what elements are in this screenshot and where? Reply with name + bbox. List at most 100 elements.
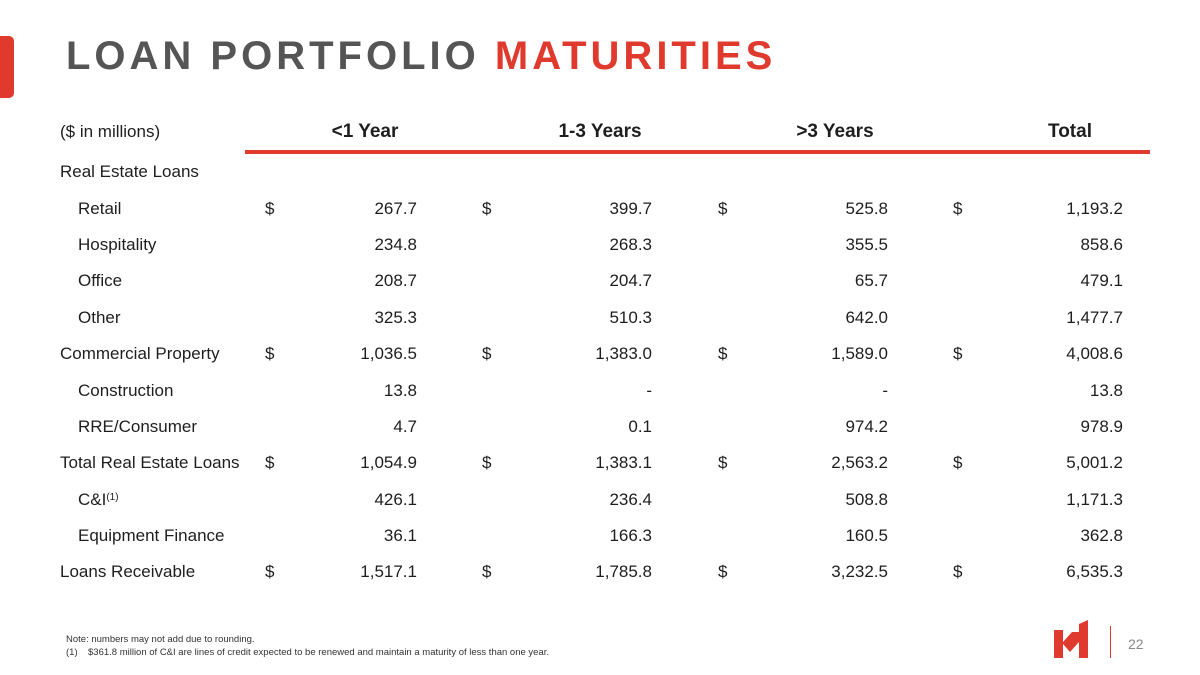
column-header: Total <box>1048 121 1092 142</box>
table-row: Hospitality 234.8 268.3 355.5 858.6 <box>50 227 1150 263</box>
cell-value: 204.7 <box>609 271 652 291</box>
currency-symbol: $ <box>482 562 492 582</box>
cell-value: 13.8 <box>1089 380 1123 400</box>
unit-label: ($ in millions) <box>60 122 161 141</box>
currency-symbol: $ <box>953 453 963 473</box>
row-label: Commercial Property <box>60 336 220 372</box>
cell-value: 426.1 <box>374 489 417 509</box>
cell-value: 0.1 <box>628 416 652 436</box>
row-label: C&I (1) <box>78 482 119 518</box>
table-row: Other 325.3 510.3 642.0 1,477.7 <box>50 300 1150 336</box>
currency-symbol: $ <box>265 198 275 218</box>
row-label-text: Construction <box>78 380 174 400</box>
company-logo <box>1054 620 1088 658</box>
column-header: <1 Year <box>331 121 399 142</box>
currency-symbol: $ <box>953 562 963 582</box>
currency-symbol: $ <box>482 453 492 473</box>
row-label: Total Real Estate Loans <box>60 445 240 481</box>
row-label: RRE/Consumer <box>78 409 197 445</box>
table-header-row: ($ in millions) <1 Year 1-3 Years >3 Years T… <box>50 114 1150 154</box>
cell-value: 36.1 <box>383 526 417 546</box>
cell-value: 234.8 <box>374 234 417 254</box>
table-row: Retail $267.7 $399.7 $525.8 $1,193.2 <box>50 190 1150 226</box>
table-row: Equipment Finance 36.1 166.3 160.5 362.8 <box>50 518 1150 554</box>
cell-value: 4,008.6 <box>1066 344 1123 364</box>
table-row: RRE/Consumer 4.7 0.1 974.2 978.9 <box>50 409 1150 445</box>
footer-divider <box>1110 626 1111 658</box>
cell-value: 399.7 <box>609 198 652 218</box>
cell-value: 160.5 <box>845 526 888 546</box>
cell-value: - <box>646 380 652 400</box>
row-label: Hospitality <box>78 227 156 263</box>
header-red-rule <box>245 150 1150 154</box>
column-header: >3 Years <box>796 121 874 142</box>
row-label-text: Commercial Property <box>60 344 220 364</box>
footnote-1: (1) $361.8 million of C&I are lines of c… <box>66 646 549 659</box>
subtotal-row: Loans Receivable $1,517.1 $1,785.8 $3,232.5… <box>50 554 1150 590</box>
row-label: Office <box>78 263 122 299</box>
currency-symbol: $ <box>265 344 275 364</box>
cell-value: 508.8 <box>845 489 888 509</box>
cell-value: 510.3 <box>609 307 652 327</box>
subtotal-row: Commercial Property $1,036.5 $1,383.0 $1,58… <box>50 336 1150 372</box>
cell-value: 362.8 <box>1080 526 1123 546</box>
cell-value: 1,517.1 <box>360 562 417 582</box>
row-label: Other <box>78 300 121 336</box>
cell-value: 1,383.0 <box>595 344 652 364</box>
subtotal-row: Total Real Estate Loans $1,054.9 $1,383.1 $… <box>50 445 1150 481</box>
row-label-text: Total Real Estate Loans <box>60 453 240 473</box>
currency-symbol: $ <box>718 562 728 582</box>
cell-value: 236.4 <box>609 489 652 509</box>
row-label-text: Other <box>78 307 121 327</box>
cell-value: 978.9 <box>1080 416 1123 436</box>
currency-symbol: $ <box>482 198 492 218</box>
cell-value: 6,535.3 <box>1066 562 1123 582</box>
cell-value: 166.3 <box>609 526 652 546</box>
cell-value: 974.2 <box>845 416 888 436</box>
row-label: Retail <box>78 190 121 226</box>
cell-value: 1,036.5 <box>360 344 417 364</box>
cell-value: 1,171.3 <box>1066 489 1123 509</box>
currency-symbol: $ <box>953 344 963 364</box>
row-label-text: C&I <box>78 489 107 509</box>
row-label-text: Real Estate Loans <box>60 162 199 182</box>
currency-symbol: $ <box>718 344 728 364</box>
cell-value: 2,563.2 <box>831 453 888 473</box>
footnote-marker: (1) <box>106 492 119 504</box>
row-label: Equipment Finance <box>78 518 224 554</box>
cell-value: 479.1 <box>1080 271 1123 291</box>
cell-value: 1,477.7 <box>1066 307 1123 327</box>
row-label: Construction <box>78 372 173 408</box>
table-row: Office 208.7 204.7 65.7 479.1 <box>50 263 1150 299</box>
rounding-note: Note: numbers may not add due to roundin… <box>66 634 255 645</box>
section-row: Real Estate Loans <box>50 154 1150 190</box>
currency-symbol: $ <box>718 198 728 218</box>
cell-value: 13.8 <box>383 380 417 400</box>
row-label-text: Equipment Finance <box>78 526 225 546</box>
cell-value: - <box>882 380 888 400</box>
title-part-gray: LOAN PORTFOLIO <box>66 34 495 78</box>
footnote-1-text: $361.8 million of C&I are lines of credi… <box>88 647 550 658</box>
row-label: Loans Receivable <box>60 554 195 590</box>
column-header: 1-3 Years <box>558 121 642 142</box>
cell-value: 1,383.1 <box>595 453 652 473</box>
cell-value: 355.5 <box>845 234 888 254</box>
cell-value: 1,589.0 <box>831 344 888 364</box>
currency-symbol: $ <box>718 453 728 473</box>
cell-value: 525.8 <box>845 198 888 218</box>
cell-value: 642.0 <box>845 307 888 327</box>
cell-value: 325.3 <box>374 307 417 327</box>
cell-value: 5,001.2 <box>1066 453 1123 473</box>
loan-maturity-table: ($ in millions) <1 Year 1-3 Years >3 Years T… <box>50 114 1150 591</box>
cell-value: 268.3 <box>609 234 652 254</box>
row-label: Real Estate Loans <box>60 154 199 190</box>
accent-tab <box>0 36 14 98</box>
cell-value: 4.7 <box>393 416 417 436</box>
title-part-red: MATURITIES <box>494 34 777 78</box>
cell-value: 267.7 <box>374 198 417 218</box>
row-label-text: RRE/Consumer <box>78 416 198 436</box>
currency-symbol: $ <box>265 562 275 582</box>
cell-value: 1,193.2 <box>1066 198 1123 218</box>
row-label-text: Loans Receivable <box>60 562 196 582</box>
table-row: Construction 13.8 - - 13.8 <box>50 372 1150 408</box>
